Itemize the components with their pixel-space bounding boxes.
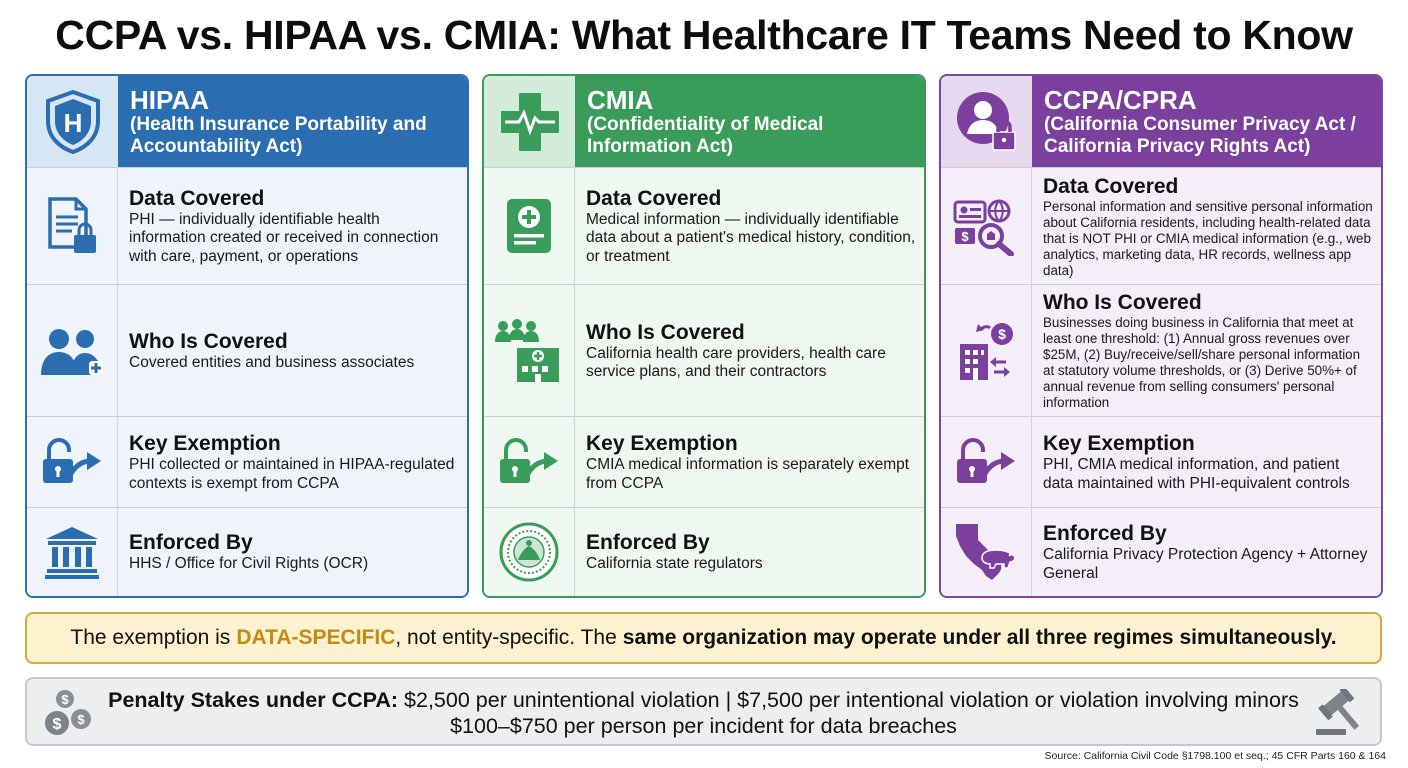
regime-name: HIPAA [130,85,209,115]
penalty-amounts: $2,500 per unintentional violation | $7,… [404,688,1299,712]
shield-icon: H [27,76,118,167]
california-bear-icon [941,508,1032,596]
row-heading: Who Is Covered [586,320,745,344]
page-title: CCPA vs. HIPAA vs. CMIA: What Healthcare… [55,12,1353,58]
svg-text:$: $ [77,712,85,727]
row-body: Medical information — individually ident… [586,210,916,265]
regime-full-name: (Health Insurance Portability and Accoun… [130,114,427,157]
banner-bold-text: same organization may operate under all … [622,626,1337,649]
row-enforced-by: Enforced By California state regulators [484,507,924,596]
hospital-people-icon [484,285,575,416]
svg-text:H: H [63,108,82,138]
regime-name: CMIA [587,85,654,115]
row-body: California health care providers, health… [586,344,886,381]
state-seal-icon [484,508,575,596]
banner-text-part2: , not entity-specific. The [395,626,617,649]
penalty-line-1: Penalty Stakes under CCPA: $2,500 per un… [97,687,1310,713]
row-heading: Key Exemption [586,432,738,455]
regime-name: CCPA/CPRA [1044,85,1197,115]
row-key-exemption: Key Exemption PHI, CMIA medical informat… [941,416,1381,507]
svg-text:$: $ [53,716,62,733]
regime-full-name: (California Consumer Privacy Act / Calif… [1044,114,1356,157]
row-data-covered: Data Covered Medical information — indiv… [484,167,924,284]
document-lock-icon [27,168,118,284]
row-body: CMIA medical information is separately e… [586,456,910,492]
row-body: California Privacy Protection Agency + A… [1043,546,1368,582]
row-heading: Who Is Covered [129,329,288,353]
row-body: California state regulators [586,555,763,573]
column-header: CCPA/CPRA (California Consumer Privacy A… [941,76,1381,167]
money-coins-icon: $ $ $ [43,687,93,739]
column-cmia: CMIA (Confidentiality of Medical Informa… [482,74,926,598]
row-body: Covered entities and business associates [129,353,415,371]
row-heading: Enforced By [586,531,710,555]
row-body: Personal information and sensitive perso… [1043,198,1373,278]
medical-cross-icon [484,76,575,167]
column-header: H HIPAA (Health Insurance Portability an… [27,76,467,167]
row-body: PHI — individually identifiable health i… [129,210,439,265]
key-takeaway-banner: The exemption is DATA-SPECIFIC , not ent… [25,612,1382,664]
row-data-covered: $ Data Covered Personal information and … [941,167,1381,284]
column-ccpa-cpra: CCPA/CPRA (California Consumer Privacy A… [939,74,1383,598]
gavel-icon [1312,689,1362,737]
row-body: PHI, CMIA medical information, and patie… [1043,456,1350,492]
row-heading: Enforced By [129,531,253,555]
penalty-label: Penalty Stakes under CCPA: [108,688,399,712]
unlock-arrow-icon [27,417,118,507]
row-body: Businesses doing business in California … [1043,315,1361,410]
regime-full-name: (Confidentiality of Medical Information … [587,114,824,157]
medical-record-icon [484,168,575,284]
people-icon [27,285,118,416]
column-header: CMIA (Confidentiality of Medical Informa… [484,76,924,167]
banner-highlight: DATA-SPECIFIC [236,626,396,649]
row-heading: Who Is Covered [1043,291,1202,314]
row-body: PHI collected or maintained in HIPAA-reg… [129,456,455,492]
id-search-icon: $ [941,168,1032,284]
svg-text:$: $ [61,692,69,707]
row-who-is-covered: $ Who Is Covered Businesses doing busine… [941,284,1381,416]
row-enforced-by: Enforced By California Privacy Protectio… [941,507,1381,596]
person-lock-icon [941,76,1032,167]
row-data-covered: Data Covered PHI — individually identifi… [27,167,467,284]
business-revenue-icon: $ [941,285,1032,416]
column-hipaa: H HIPAA (Health Insurance Portability an… [25,74,469,598]
source-citation: Source: California Civil Code §1798.100 … [1044,750,1386,762]
unlock-arrow-icon [941,417,1032,507]
row-enforced-by: Enforced By HHS / Office for Civil Right… [27,507,467,596]
row-body: HHS / Office for Civil Rights (OCR) [129,555,369,573]
row-key-exemption: Key Exemption CMIA medical information i… [484,416,924,507]
row-heading: Key Exemption [129,432,281,455]
unlock-arrow-icon [484,417,575,507]
row-heading: Enforced By [1043,522,1167,545]
government-building-icon [27,508,118,596]
row-who-is-covered: Who Is Covered California health care pr… [484,284,924,416]
row-heading: Data Covered [586,186,722,210]
svg-text:$: $ [998,326,1006,342]
row-who-is-covered: Who Is Covered Covered entities and busi… [27,284,467,416]
row-key-exemption: Key Exemption PHI collected or maintaine… [27,416,467,507]
row-heading: Data Covered [129,186,265,210]
banner-text-part1: The exemption is [70,626,231,649]
penalty-stakes-panel: $ $ $ Penalty Stakes under CCPA: $2,500 … [25,677,1382,746]
row-heading: Data Covered [1043,174,1179,198]
svg-text:$: $ [961,229,969,244]
row-heading: Key Exemption [1043,432,1195,455]
penalty-line-2: $100–$750 per person per incident for da… [450,714,957,738]
